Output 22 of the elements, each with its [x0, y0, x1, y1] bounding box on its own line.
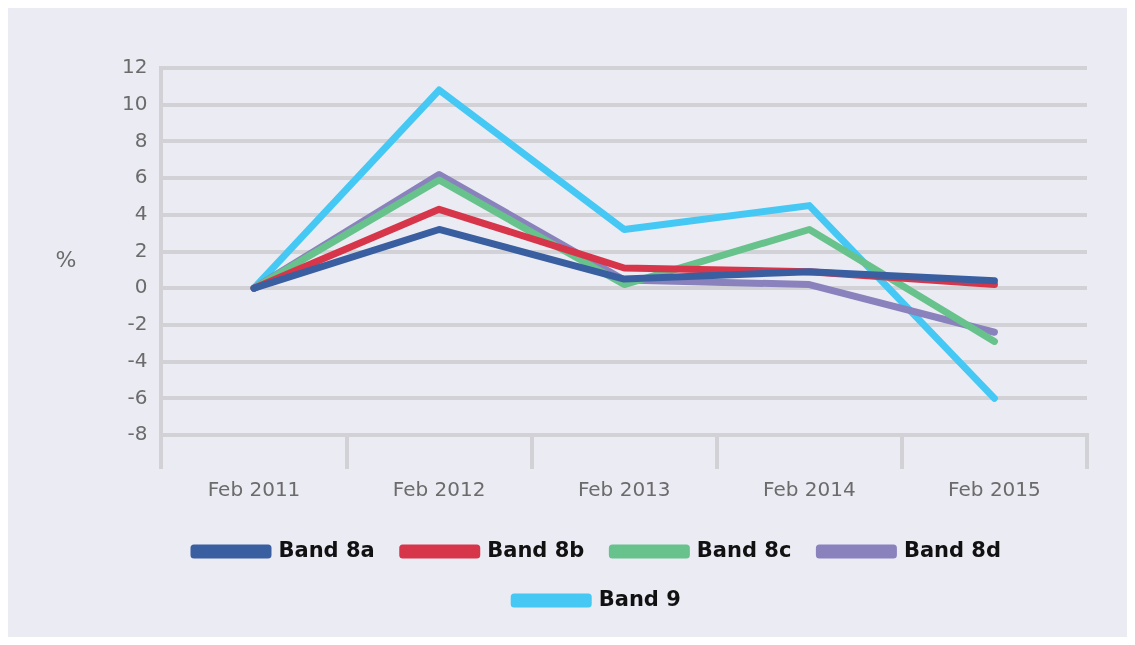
y-tick-label: -6: [127, 384, 148, 409]
x-tick-label: Feb 2015: [948, 477, 1041, 502]
y-tick-label: -4: [127, 347, 148, 372]
y-tick-label: -8: [127, 421, 148, 446]
legend-label: Band 8a: [278, 537, 375, 562]
x-tick-label: Feb 2013: [577, 477, 671, 502]
y-tick-label: 10: [122, 90, 148, 115]
legend-label: Band 9: [598, 586, 681, 611]
y-tick-label: 6: [134, 164, 148, 189]
y-tick-label: 2: [134, 237, 148, 262]
x-tick-label: Feb 2014: [763, 477, 856, 502]
y-tick-label: -2: [127, 311, 148, 336]
y-tick-label: 8: [134, 127, 148, 152]
legend-label: Band 8b: [487, 537, 585, 562]
y-axis-title: %: [55, 247, 77, 273]
x-tick-label: Feb 2012: [392, 477, 486, 502]
y-tick-label: 12: [122, 54, 148, 79]
legend-label: Band 8d: [903, 537, 1002, 562]
legend-label: Band 8c: [696, 537, 792, 562]
x-tick-label: Feb 2011: [207, 477, 301, 502]
y-tick-label: 4: [134, 201, 148, 225]
y-tick-label: 0: [134, 274, 148, 299]
